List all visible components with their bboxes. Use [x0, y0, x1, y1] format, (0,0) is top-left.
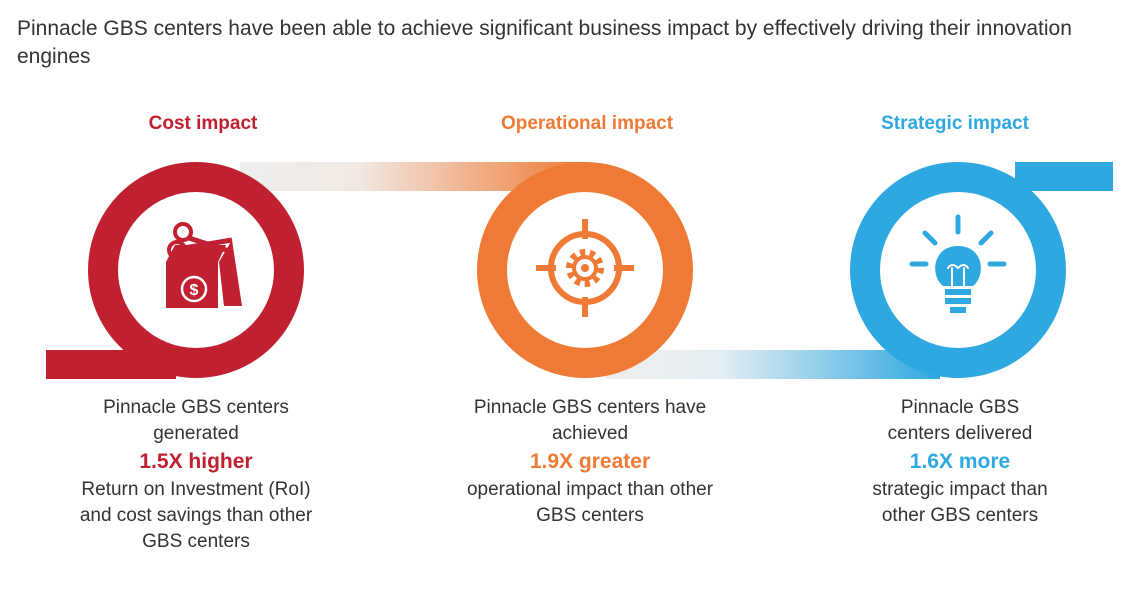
strategic-impact-description: Pinnacle GBS centers delivered 1.6X more… [850, 395, 1070, 529]
target-gear-icon [536, 219, 634, 317]
strategic-impact-after: strategic impact than other GBS centers [872, 479, 1048, 526]
cost-impact-before: Pinnacle GBS centers generated [103, 397, 289, 444]
strategic-impact-highlight: 1.6X more [909, 450, 1011, 473]
cost-impact-description: Pinnacle GBS centers generated 1.5X high… [66, 395, 326, 555]
headline: Pinnacle GBS centers have been able to a… [17, 17, 1072, 68]
strategic-impact-title: Strategic impact [881, 113, 1029, 134]
strategic-impact-before: Pinnacle GBS centers delivered [887, 397, 1033, 444]
cost-impact-title: Cost impact [148, 113, 258, 134]
operational-impact-description: Pinnacle GBS centers have achieved 1.9X … [455, 395, 725, 529]
operational-impact-before: Pinnacle GBS centers have achieved [473, 397, 707, 444]
operational-impact-highlight: 1.9X greater [529, 450, 651, 473]
cost-impact-highlight: 1.5X higher [139, 450, 253, 473]
scissors-dollar-icon: $ [166, 222, 242, 308]
strategic-right-band [1015, 162, 1113, 191]
svg-text:$: $ [190, 282, 199, 299]
impact-flow-graphic: $ [46, 162, 1113, 379]
operational-impact-title: Operational impact [500, 113, 674, 134]
operational-impact-after: operational impact than other GBS center… [466, 479, 714, 526]
cost-impact-after: Return on Investment (RoI) and cost savi… [79, 479, 313, 552]
lightbulb-icon [909, 214, 1007, 313]
operational-to-strategic-connector [605, 350, 940, 379]
